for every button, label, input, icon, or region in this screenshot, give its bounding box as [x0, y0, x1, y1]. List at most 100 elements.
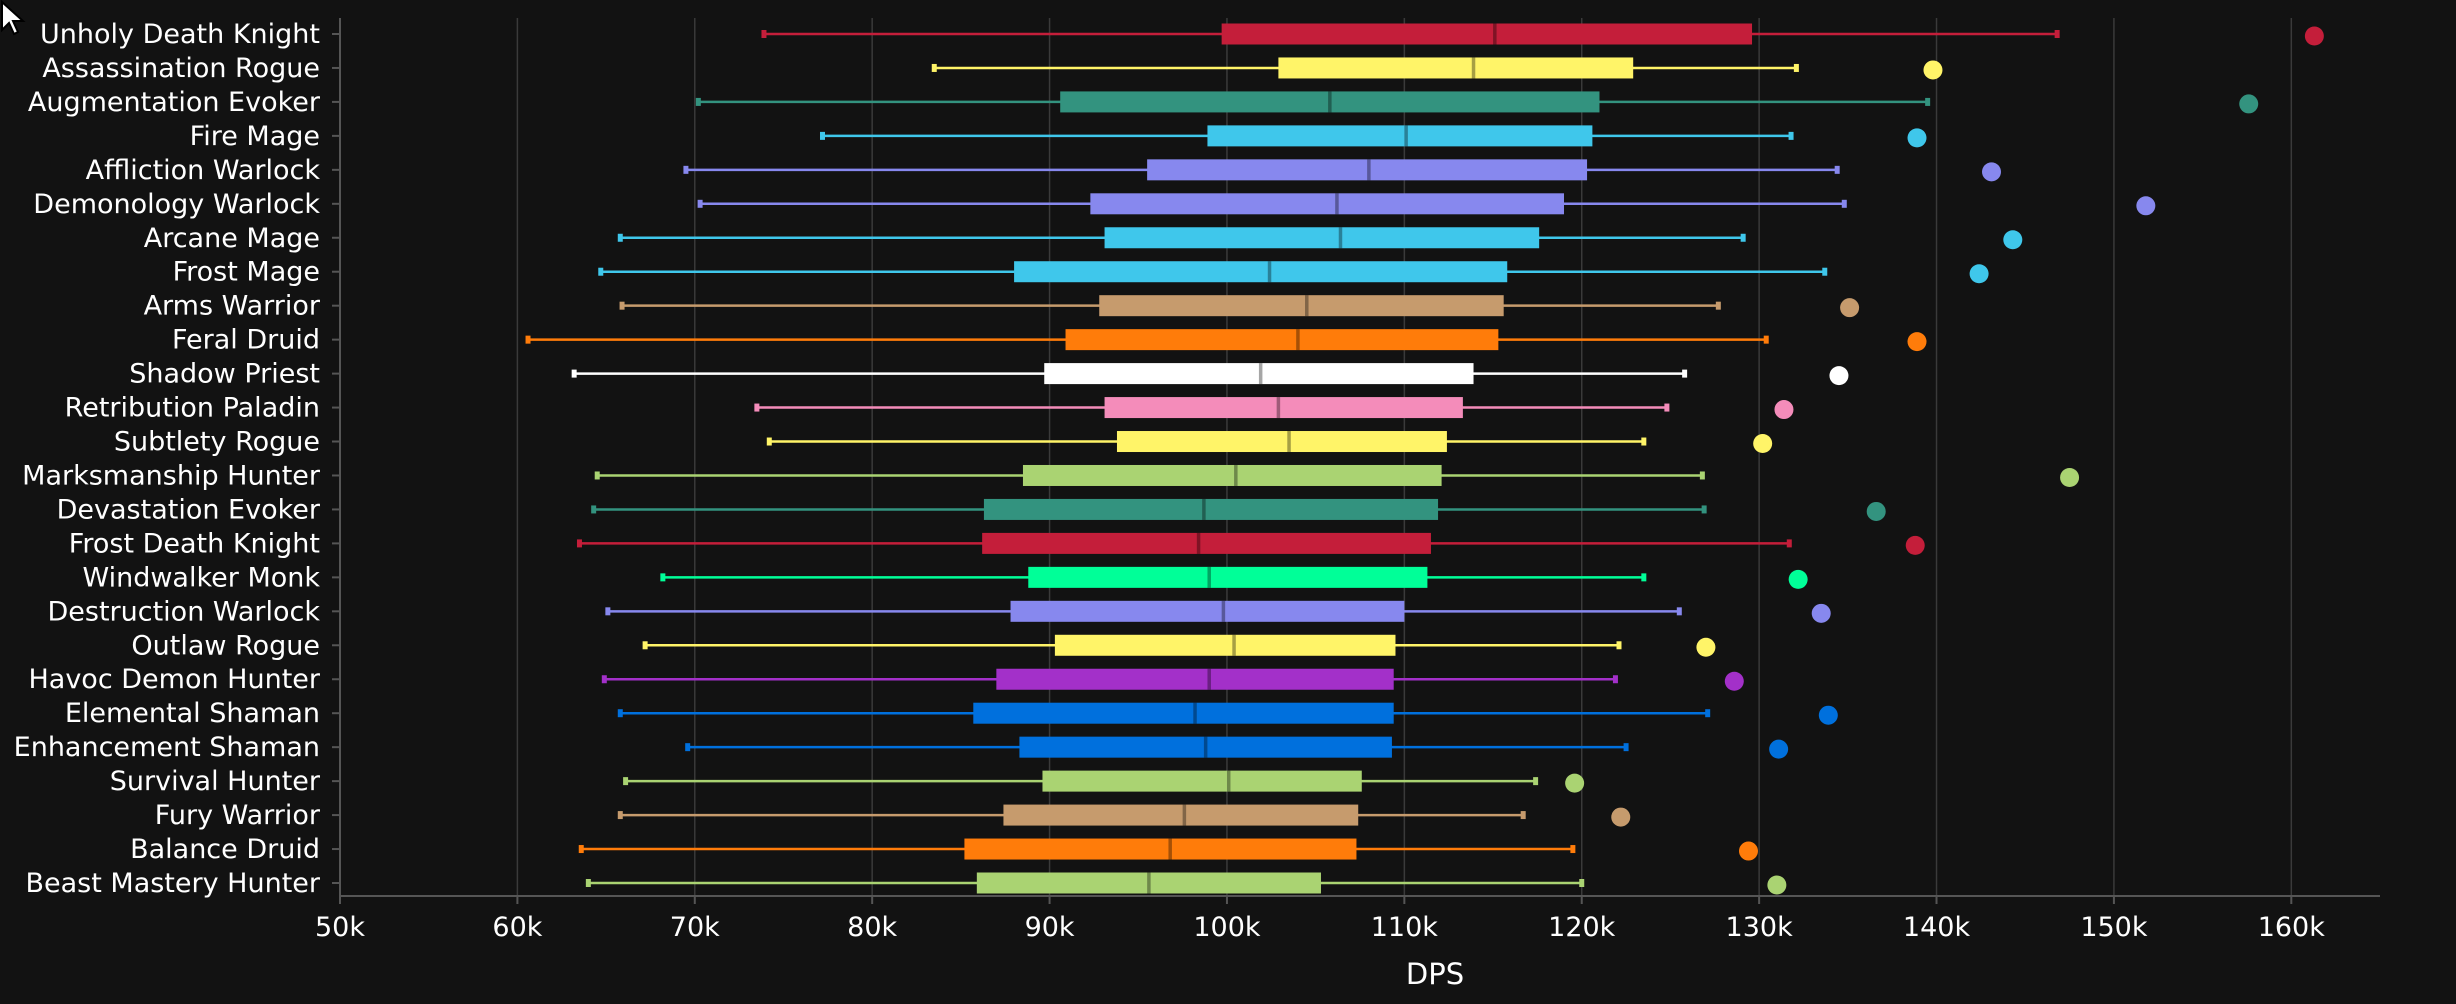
spec-label: Augmentation Evoker: [28, 87, 321, 118]
spec-box-15: [576, 532, 1792, 554]
spec-label: Arcane Mage: [144, 223, 320, 254]
x-tick-label: 110k: [1371, 912, 1439, 943]
spec-box-14: [591, 498, 1707, 520]
mouse-pointer-icon: [0, 0, 26, 36]
max-point: [1753, 434, 1773, 454]
x-tick-label: 150k: [2080, 912, 2148, 943]
iqr-box: [1099, 295, 1504, 317]
spec-label: Devastation Evoker: [57, 494, 321, 525]
spec-box-19: [601, 668, 1618, 690]
x-tick-label: 120k: [1548, 912, 1616, 943]
spec-box-17: [605, 600, 1682, 622]
max-points: [1565, 26, 2324, 895]
max-point: [1982, 162, 2002, 182]
spec-label: Fire Mage: [190, 121, 320, 152]
spec-box-1: [931, 57, 1799, 79]
spec-label: Outlaw Rogue: [131, 630, 320, 661]
iqr-box: [996, 668, 1394, 690]
spec-box-12: [766, 431, 1647, 453]
iqr-box: [1147, 159, 1588, 181]
iqr-box: [1022, 464, 1442, 486]
iqr-box: [1054, 634, 1396, 656]
x-tick-label: 90k: [1025, 912, 1075, 943]
max-point: [2239, 94, 2259, 114]
max-point: [1829, 366, 1849, 386]
max-point: [1696, 637, 1716, 657]
max-point: [1724, 671, 1744, 691]
iqr-box: [1104, 397, 1463, 419]
spec-box-24: [578, 838, 1576, 860]
iqr-box: [976, 872, 1321, 894]
spec-box-21: [685, 736, 1629, 758]
spec-label: Subtlety Rogue: [114, 427, 320, 458]
max-point: [1788, 569, 1808, 589]
x-tick-label: 130k: [1726, 912, 1794, 943]
iqr-box: [1003, 804, 1359, 826]
max-point: [1866, 501, 1886, 521]
iqr-box: [1042, 770, 1362, 792]
spec-box-25: [585, 872, 1585, 894]
max-point: [1769, 739, 1789, 759]
spec-box-20: [617, 702, 1711, 724]
spec-box-10: [571, 363, 1688, 385]
iqr-box: [973, 702, 1394, 724]
iqr-box: [982, 532, 1431, 554]
spec-label: Fury Warrior: [155, 800, 321, 831]
spec-label: Balance Druid: [130, 834, 320, 865]
iqr-box: [1090, 193, 1564, 215]
iqr-box: [1010, 600, 1405, 622]
spec-label: Shadow Priest: [129, 359, 320, 390]
spec-label: Frost Mage: [173, 257, 320, 288]
spec-box-23: [617, 804, 1526, 826]
iqr-box: [1221, 23, 1753, 45]
max-point: [1923, 60, 1943, 80]
spec-box-22: [623, 770, 1539, 792]
iqr-box: [1207, 125, 1593, 147]
x-tick-label: 50k: [315, 912, 365, 943]
spec-box-3: [820, 125, 1794, 147]
max-point: [2060, 467, 2080, 487]
max-point: [2304, 26, 2324, 46]
max-point: [1840, 298, 1860, 318]
x-tick-label: 100k: [1193, 912, 1261, 943]
max-point: [1907, 128, 1927, 148]
max-point: [1969, 264, 1989, 284]
iqr-box: [1065, 329, 1499, 351]
max-point: [1907, 332, 1927, 352]
iqr-box: [964, 838, 1357, 860]
x-tick-label: 60k: [492, 912, 542, 943]
max-point: [1738, 841, 1758, 861]
max-point: [2003, 230, 2023, 250]
spec-box-0: [761, 23, 2060, 45]
spec-box-5: [697, 193, 1847, 215]
spec-label: Retribution Paladin: [65, 393, 320, 424]
spec-label: Destruction Warlock: [47, 596, 320, 627]
spec-label: Survival Hunter: [110, 766, 321, 797]
spec-label: Havoc Demon Hunter: [28, 664, 320, 695]
spec-label: Feral Druid: [172, 325, 320, 356]
spec-box-18: [642, 634, 1622, 656]
spec-box-9: [525, 329, 1769, 351]
axes: [339, 18, 2380, 897]
iqr-box: [1278, 57, 1634, 79]
spec-label: Affliction Warlock: [86, 155, 321, 186]
iqr-box: [983, 498, 1439, 520]
max-point: [1565, 773, 1585, 793]
iqr-box: [1019, 736, 1392, 758]
max-point: [1774, 400, 1794, 420]
max-point: [1611, 807, 1631, 827]
spec-label: Enhancement Shaman: [14, 732, 320, 763]
iqr-box: [1060, 91, 1600, 113]
x-tick-label: 140k: [1903, 912, 1971, 943]
iqr-box: [1028, 566, 1428, 588]
max-point: [2136, 196, 2156, 216]
spec-box-8: [619, 295, 1721, 317]
spec-box-16: [660, 566, 1647, 588]
x-tick-label: 160k: [2258, 912, 2326, 943]
spec-label: Demonology Warlock: [33, 189, 320, 220]
x-axis-ticks: 50k 60k 70k 80k 90k 100k 110k 120k 130k 140k 150k 1…: [315, 896, 2325, 943]
iqr-box: [1044, 363, 1474, 385]
spec-box-4: [683, 159, 1840, 181]
